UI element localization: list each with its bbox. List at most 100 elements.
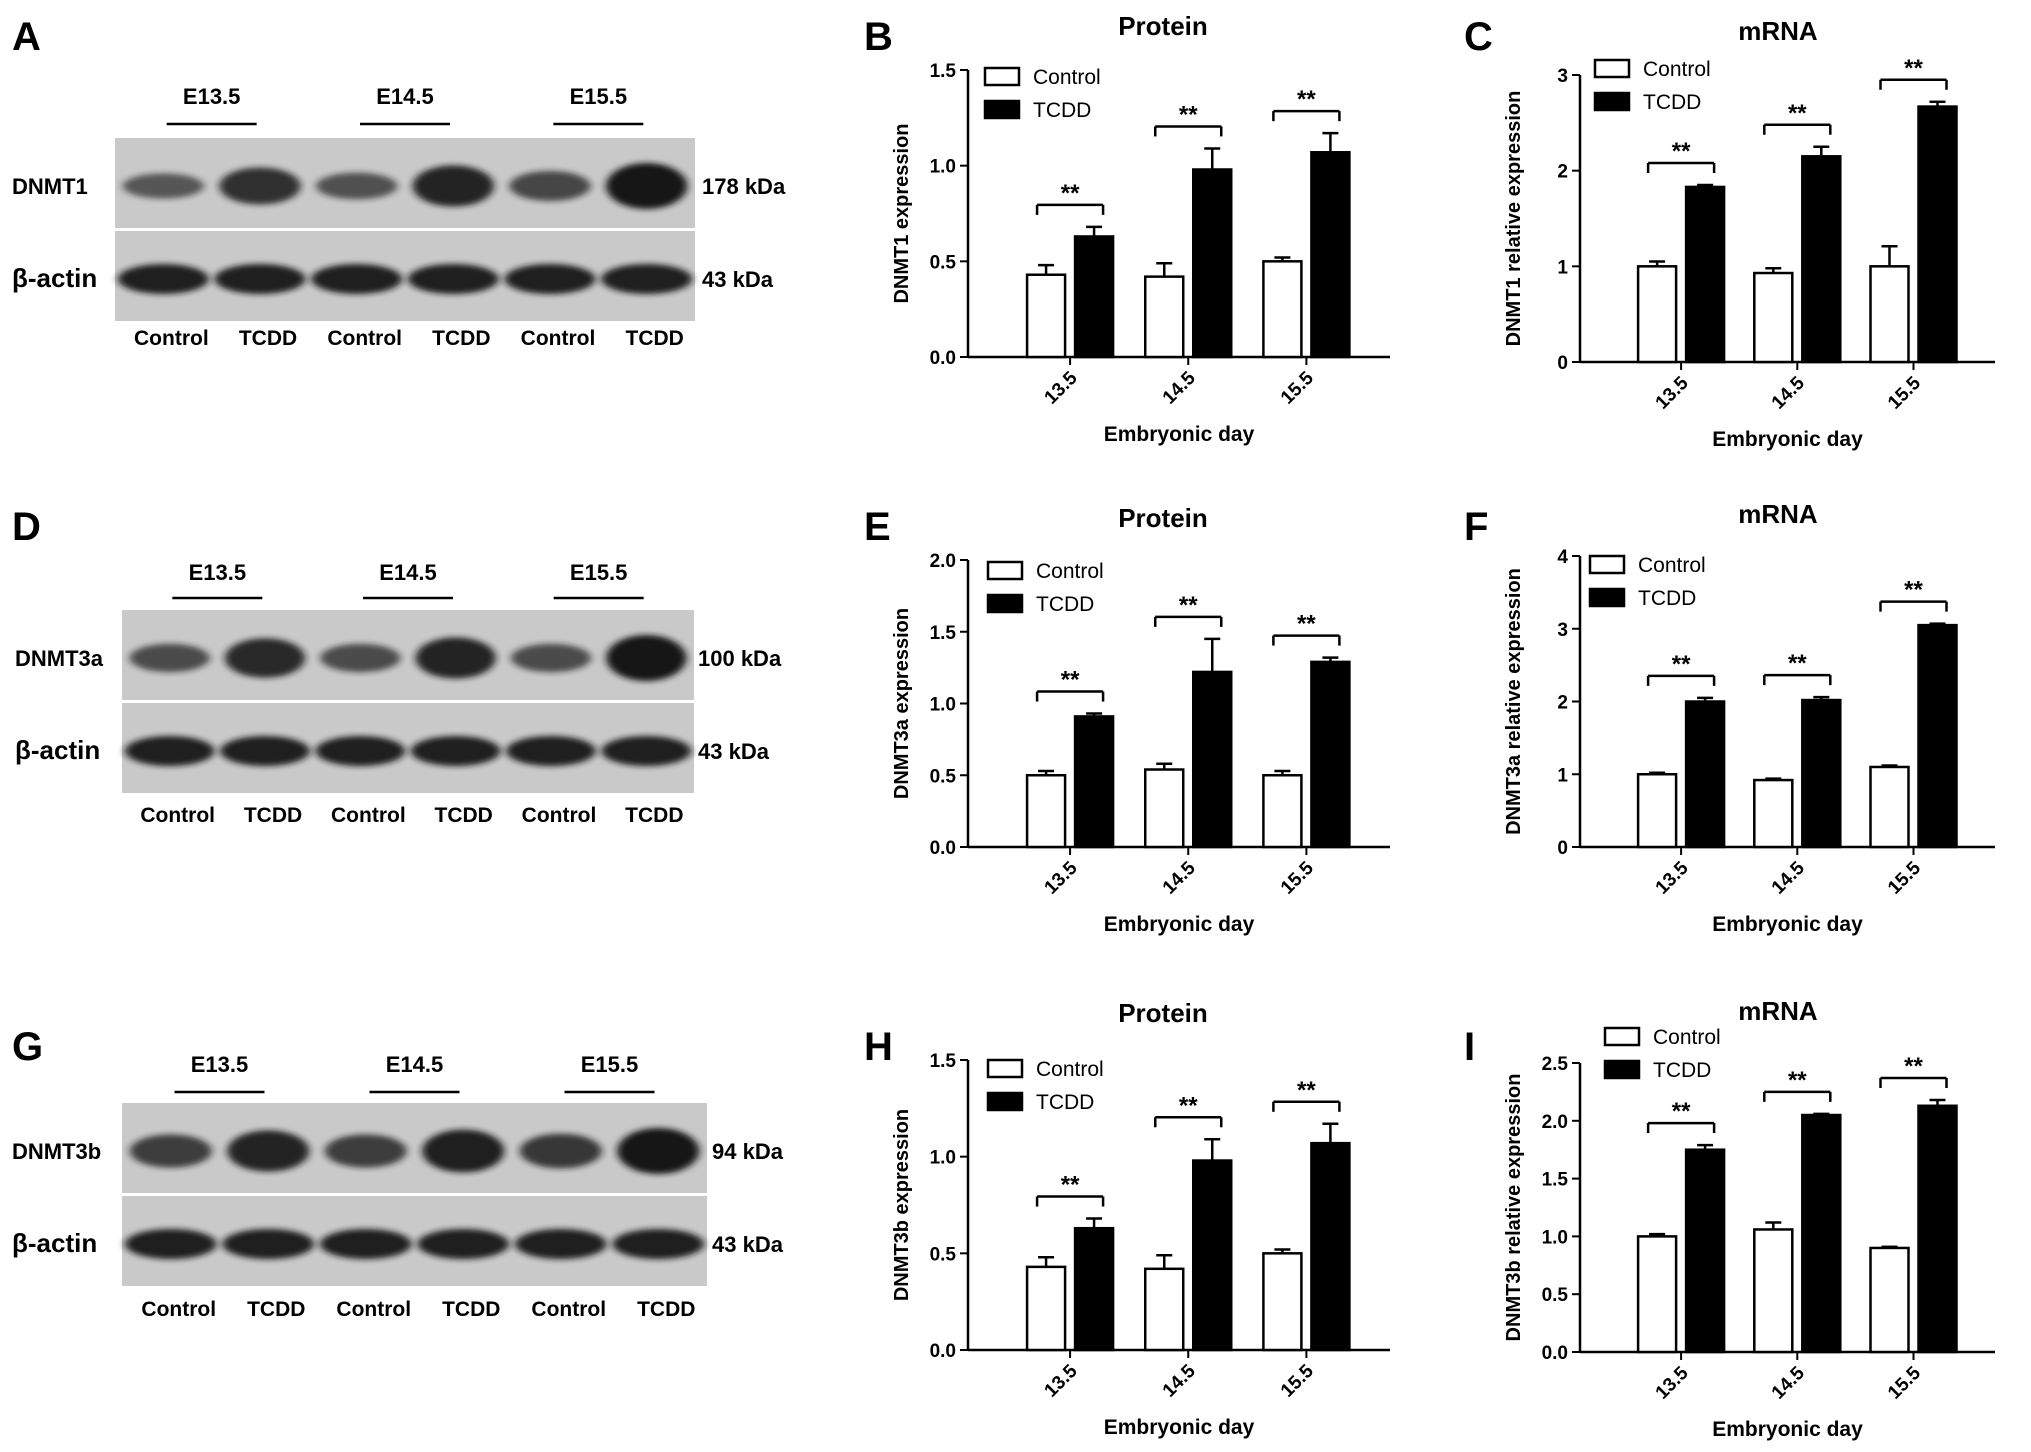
legend-swatch <box>986 560 1024 581</box>
target-band <box>324 1134 407 1168</box>
y-tick-label: 0.5 <box>930 766 957 787</box>
bar-tcdd <box>1073 235 1115 359</box>
blot-strip-loading <box>115 231 695 321</box>
bar-tcdd <box>1073 1226 1115 1352</box>
x-axis-label: Embryonic day <box>1712 428 1863 451</box>
lane-label: Control <box>141 1298 216 1321</box>
legend-label: Control <box>1643 58 1711 81</box>
significance-marker: ** <box>1904 55 1923 82</box>
y-axis-label: DNMT1 expression <box>891 123 913 303</box>
blot-strip-target <box>122 1103 707 1193</box>
legend-label: Control <box>1033 66 1101 89</box>
y-tick-label: 1.5 <box>1542 1170 1569 1191</box>
panel-letter-g: G <box>12 1025 43 1069</box>
y-tick-label: 2.5 <box>1542 1054 1569 1075</box>
panel-letter-f: F <box>1464 505 1488 549</box>
loading-kda-label: 43 kDa <box>698 739 770 764</box>
blot-strip-target <box>122 610 694 700</box>
legend-label: Control <box>1638 554 1706 577</box>
loading-band <box>417 1229 510 1259</box>
embryonic-group-label: E13.5 <box>189 560 247 585</box>
y-axis-label: DNMT1 relative expression <box>1503 91 1525 347</box>
target-kda-label: 100 kDa <box>698 646 782 671</box>
bar-control <box>1869 1246 1910 1354</box>
panel-letter-b: B <box>864 15 893 59</box>
significance-marker: ** <box>1672 138 1691 165</box>
y-tick-label: 3 <box>1557 620 1568 641</box>
y-tick-label: 0.0 <box>930 1341 956 1362</box>
blot-loading-label: β-actin <box>12 263 97 293</box>
loading-band <box>514 1229 607 1259</box>
significance-marker: ** <box>1297 611 1316 638</box>
legend-swatch <box>1588 587 1626 608</box>
x-axis-label: Embryonic day <box>1712 913 1863 936</box>
blot-target-label: DNMT1 <box>12 174 88 199</box>
embryonic-group-label: E15.5 <box>570 84 628 109</box>
embryonic-group-label: E14.5 <box>386 1052 444 1077</box>
loading-kda-label: 43 kDa <box>702 267 774 292</box>
loading-band <box>407 264 499 294</box>
loading-band <box>220 736 310 766</box>
target-band <box>320 643 401 673</box>
lane-label: Control <box>521 327 596 350</box>
bar-control <box>1143 1267 1185 1352</box>
bar-tcdd <box>1310 151 1351 359</box>
chart-title: mRNA <box>1738 16 1818 46</box>
loading-band <box>214 264 306 294</box>
loading-band <box>124 736 215 766</box>
significance-marker: ** <box>1297 86 1316 113</box>
bar-control <box>1262 774 1303 849</box>
target-band <box>227 1130 310 1172</box>
bar-control <box>1636 265 1678 364</box>
loading-band <box>601 264 693 294</box>
y-axis-label: DNMT3a expression <box>891 608 913 799</box>
bar-tcdd <box>1310 1141 1351 1352</box>
significance-marker: ** <box>1061 180 1080 207</box>
target-band <box>422 1129 505 1173</box>
western-blot-dnmt1: E13.5 E14.5 E15.5 DNMT1 β-actin 178 kDa 43 kDa… <box>12 84 786 350</box>
x-axis-label: Embryonic day <box>1104 913 1255 936</box>
target-band <box>415 637 496 679</box>
significance-marker: ** <box>1904 577 1923 604</box>
lane-label: TCDD <box>626 327 684 350</box>
x-axis-label: Embryonic day <box>1712 1418 1863 1441</box>
y-tick-label: 1.0 <box>1542 1227 1568 1248</box>
embryonic-group-label: E14.5 <box>376 84 434 109</box>
lane-label: TCDD <box>432 327 490 350</box>
significance-marker: ** <box>1788 1067 1807 1094</box>
embryonic-group-label: E13.5 <box>191 1052 249 1077</box>
bar-control <box>1869 765 1910 849</box>
panel-letter-e: E <box>864 505 891 549</box>
bar-control <box>1636 1235 1678 1354</box>
legend-label: Control <box>1036 560 1104 583</box>
chart-title: Protein <box>1118 11 1208 41</box>
bar-control <box>1869 265 1910 364</box>
loading-band <box>315 736 406 766</box>
target-band <box>509 171 591 201</box>
bar-control <box>1262 1252 1303 1352</box>
y-tick-label: 1 <box>1557 765 1568 786</box>
chart-title: mRNA <box>1738 499 1818 529</box>
bar-tcdd <box>1684 185 1726 364</box>
loading-band <box>506 736 596 766</box>
lane-label: Control <box>140 804 215 827</box>
y-tick-label: 1.0 <box>930 695 956 716</box>
bar-tcdd <box>1073 715 1115 849</box>
panel-letter-h: H <box>864 1025 893 1069</box>
lane-label: TCDD <box>637 1298 695 1321</box>
embryonic-group-label: E13.5 <box>183 84 241 109</box>
panel-letter-d: D <box>12 505 41 549</box>
loading-band <box>311 264 403 294</box>
lane-label: TCDD <box>247 1298 305 1321</box>
y-axis-label: DNMT3b expression <box>891 1109 913 1301</box>
bar-control <box>1753 271 1794 364</box>
y-tick-label: 1.5 <box>930 61 957 82</box>
panel-letter-a: A <box>12 15 41 59</box>
y-tick-label: 0.5 <box>1542 1285 1569 1306</box>
target-band <box>224 638 306 678</box>
legend-swatch <box>1603 1026 1641 1047</box>
bar-tcdd <box>1310 660 1351 849</box>
y-tick-label: 0.0 <box>1542 1343 1568 1364</box>
